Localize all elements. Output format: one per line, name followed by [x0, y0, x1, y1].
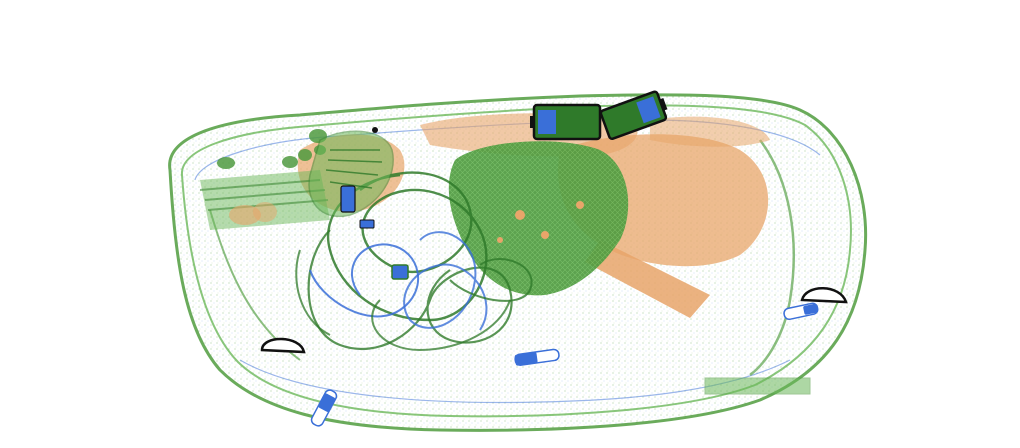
zipper-pulls — [260, 287, 848, 427]
green-mesh-object — [448, 141, 629, 296]
batteries — [530, 90, 668, 141]
small-items-cluster — [199, 129, 330, 230]
cable-coils — [295, 171, 533, 352]
circuit-board — [308, 127, 409, 280]
